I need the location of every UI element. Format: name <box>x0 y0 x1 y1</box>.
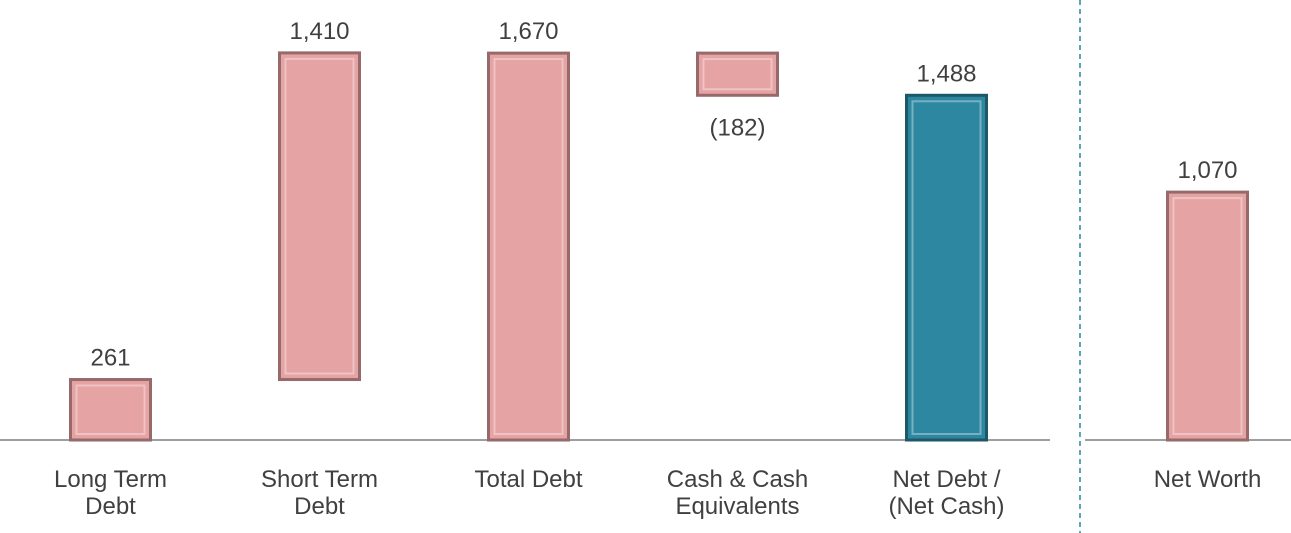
bar <box>696 51 779 97</box>
bar <box>487 51 570 442</box>
x-tick-label: Short Term Debt <box>261 466 378 520</box>
x-tick-label: Net Debt / (Net Cash) <box>888 466 1005 520</box>
bar <box>69 378 152 442</box>
bar <box>905 93 988 442</box>
x-tick-label: Long Term Debt <box>54 466 167 520</box>
x-tick-label: Cash & Cash Equivalents <box>666 466 809 520</box>
data-label: 1,670 <box>498 18 558 45</box>
bar <box>278 51 361 382</box>
bar-bevel <box>284 57 355 375</box>
bar-bevel <box>702 58 773 91</box>
data-label: 1,488 <box>916 60 976 87</box>
data-label: 1,070 <box>1177 157 1237 184</box>
data-label: 261 <box>90 345 130 372</box>
bar <box>1166 190 1249 442</box>
bar-bevel <box>911 100 982 435</box>
x-tick-label: Total Debt <box>474 466 583 493</box>
data-label: (182) <box>709 114 765 141</box>
data-label: 1,410 <box>289 18 349 45</box>
bar-bevel <box>493 58 564 435</box>
bar-bevel <box>75 384 146 436</box>
x-tick-label: Net Worth <box>1153 466 1262 493</box>
bar-bevel <box>1172 197 1243 435</box>
